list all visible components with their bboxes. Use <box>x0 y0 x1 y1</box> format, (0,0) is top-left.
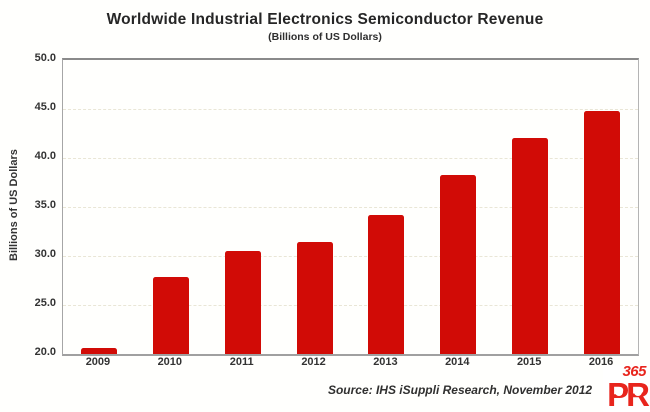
bar-2013 <box>368 214 405 354</box>
gridline <box>63 109 638 110</box>
logo-dot-icon <box>634 388 642 396</box>
logo-pr-letters: PR <box>607 376 650 412</box>
chart-title: Worldwide Industrial Electronics Semicon… <box>106 11 544 28</box>
x-tick-label: 2009 <box>85 356 111 368</box>
bar-2015 <box>512 138 549 354</box>
plot-area <box>62 58 639 356</box>
bar-2014 <box>440 174 477 354</box>
logo-pr-text: PR <box>603 376 650 412</box>
y-tick-label: 30.0 <box>34 248 56 260</box>
gridline <box>63 158 638 159</box>
x-tick-label: 2015 <box>516 356 542 368</box>
bar-2009 <box>80 348 117 354</box>
chart-subtitle: (Billions of US Dollars) <box>268 31 382 43</box>
x-tick-label: 2013 <box>373 356 398 368</box>
y-tick-label: 40.0 <box>34 150 56 162</box>
x-tick-label: 2011 <box>229 356 254 368</box>
logo-dot-icon <box>615 388 623 396</box>
gridline <box>63 305 638 306</box>
y-tick-label: 50.0 <box>34 52 56 64</box>
x-tick-label: 2010 <box>157 356 183 368</box>
bar-2010 <box>152 276 189 354</box>
x-tick-label: 2012 <box>301 356 326 368</box>
y-tick-label: 20.0 <box>34 346 56 358</box>
gridline <box>63 207 638 208</box>
source-caption: Source: IHS iSuppli Research, November 2… <box>327 383 593 397</box>
bar-2011 <box>224 251 261 354</box>
logo-365-text: 365 <box>622 363 646 380</box>
pr365-logo: 365 PR <box>603 363 650 412</box>
gridline <box>63 256 638 257</box>
y-tick-label: 45.0 <box>34 101 56 113</box>
y-tick-label: 35.0 <box>34 199 56 211</box>
bar-2012 <box>296 242 333 354</box>
y-tick-label: 25.0 <box>34 297 56 309</box>
bar-2016 <box>584 110 621 354</box>
x-tick-label: 2014 <box>445 356 470 368</box>
